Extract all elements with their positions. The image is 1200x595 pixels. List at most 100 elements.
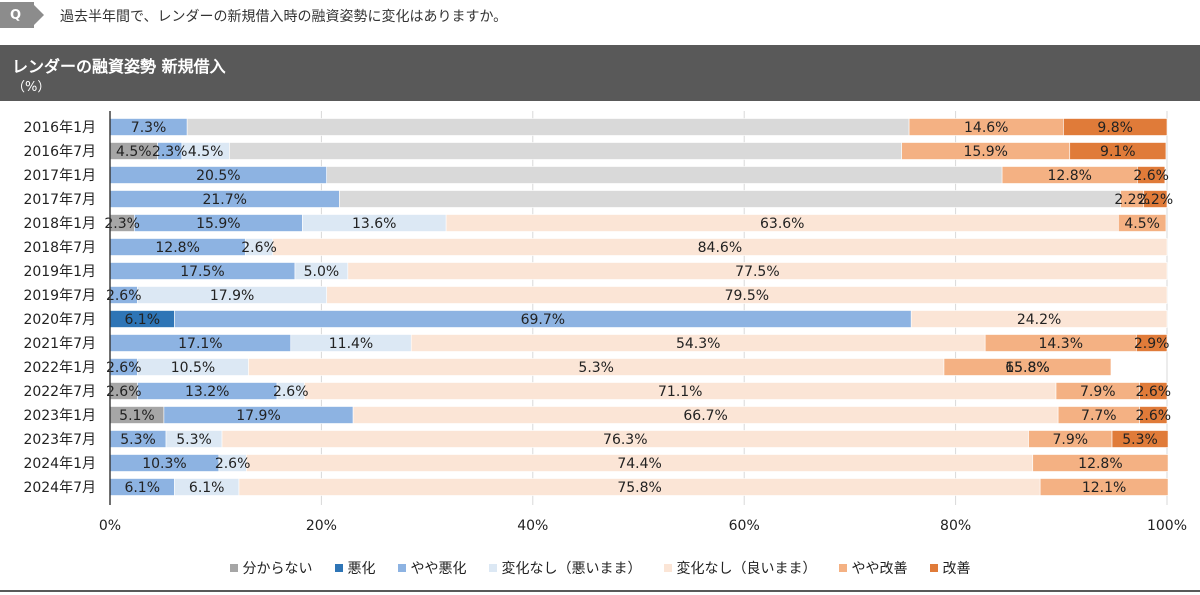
- bar-segment: [943, 358, 1112, 376]
- legend-item: 改善: [929, 558, 971, 578]
- x-tick-label: 100%: [1147, 518, 1187, 534]
- data-label: 7.3%: [131, 120, 167, 136]
- bottom-rule: [0, 590, 1200, 592]
- legend-swatch: [488, 564, 497, 572]
- data-label: 66.7%: [683, 408, 727, 424]
- data-label: 14.3%: [1039, 336, 1083, 352]
- data-label: 77.5%: [735, 264, 779, 280]
- category-label: 2023年7月: [23, 432, 96, 448]
- data-label: 10.3%: [142, 456, 186, 472]
- legend-label: やや改善: [851, 561, 908, 577]
- data-label: 5.3%: [120, 432, 156, 448]
- data-label: 74.4%: [617, 456, 661, 472]
- data-label: 69.7%: [521, 312, 565, 328]
- question-badge-letter: Q: [10, 8, 22, 23]
- category-label: 2016年1月: [23, 120, 96, 136]
- x-tick-label: 0%: [99, 518, 121, 534]
- chart-legend: 分からない 悪化 やや悪化 変化なし（悪いまま） 変化なし（良いまま） やや改善 改善: [0, 558, 1200, 582]
- legend-swatch: [838, 564, 847, 572]
- legend-swatch: [929, 564, 938, 572]
- data-label: 5.3%: [1122, 432, 1158, 448]
- category-label: 2022年1月: [23, 360, 96, 376]
- data-label: 76.3%: [603, 432, 647, 448]
- data-label: 5.3%: [176, 432, 212, 448]
- chart-unit: （%）: [12, 80, 51, 95]
- category-label: 2019年7月: [23, 288, 96, 304]
- question-text: 過去半年間で、レンダーの新規借入時の融資姿勢に変化はありますか。: [60, 9, 508, 25]
- data-label: 7.9%: [1080, 384, 1116, 400]
- category-label: 2023年1月: [23, 408, 96, 424]
- legend-label: 分からない: [242, 561, 313, 577]
- category-label: 2020年7月: [23, 312, 96, 328]
- data-label: 2.6%: [241, 240, 277, 256]
- data-label: 13.6%: [352, 216, 396, 232]
- category-label: 2024年1月: [23, 456, 96, 472]
- data-label: 24.2%: [1017, 312, 1061, 328]
- data-label: 11.4%: [329, 336, 373, 352]
- legend-label: 悪化: [347, 561, 376, 577]
- data-label: 12.8%: [1078, 456, 1122, 472]
- category-label: 2022年7月: [23, 384, 96, 400]
- data-label: 17.9%: [236, 408, 280, 424]
- data-label: 2.3%: [152, 144, 188, 160]
- data-label: 63.6%: [760, 216, 804, 232]
- data-label: 75.8%: [617, 480, 661, 496]
- data-label: 7.9%: [1052, 432, 1088, 448]
- category-label: 2016年7月: [23, 144, 96, 160]
- data-label: 4.5%: [116, 144, 152, 160]
- category-label: 2018年7月: [23, 240, 96, 256]
- data-label: 5.1%: [119, 408, 155, 424]
- data-label: 14.6%: [964, 120, 1008, 136]
- category-label: 2017年1月: [23, 168, 96, 184]
- legend-label: やや悪化: [410, 561, 467, 577]
- legend-item: 分からない: [229, 558, 313, 578]
- data-label: 2.2%: [1114, 192, 1150, 208]
- data-label: 5.0%: [304, 264, 340, 280]
- bar-segment: [272, 238, 1168, 256]
- question-row: Q 過去半年間で、レンダーの新規借入時の融資姿勢に変化はありますか。: [0, 0, 1200, 38]
- legend-item: やや改善: [838, 558, 908, 578]
- data-label: 2.6%: [106, 360, 142, 376]
- data-label: 10.5%: [171, 360, 215, 376]
- data-label: 17.5%: [180, 264, 224, 280]
- data-label: 65.8%: [1005, 360, 1049, 376]
- legend-swatch: [334, 564, 343, 572]
- legend-label: 変化なし（悪いまま）: [501, 561, 642, 577]
- legend-item: やや悪化: [397, 558, 467, 578]
- bar-segment: [326, 166, 1003, 184]
- bar-segment: [1111, 430, 1169, 448]
- data-label: 2.9%: [1134, 336, 1170, 352]
- data-label: 2.6%: [1133, 168, 1169, 184]
- bar-segment: [910, 310, 1168, 328]
- legend-item: 悪化: [334, 558, 376, 578]
- bar-segment: [1139, 382, 1168, 400]
- data-label: 5.3%: [578, 360, 614, 376]
- data-label: 17.9%: [210, 288, 254, 304]
- bar-segment: [1136, 334, 1168, 352]
- category-label: 2021年7月: [23, 336, 96, 352]
- bar-segment: [1137, 166, 1166, 184]
- bar-segment: [1063, 118, 1168, 136]
- data-label: 4.5%: [1124, 216, 1160, 232]
- legend-item: 変化なし（悪いまま）: [488, 558, 642, 578]
- bar-segment: [1118, 214, 1167, 232]
- bar-segment: [347, 262, 1168, 280]
- data-label: 71.1%: [658, 384, 702, 400]
- x-tick-label: 60%: [729, 518, 760, 534]
- bar-segment: [1032, 454, 1169, 472]
- chart-title: レンダーの融資姿勢 新規借入: [12, 57, 226, 76]
- data-label: 21.7%: [202, 192, 246, 208]
- legend-label: 改善: [942, 561, 971, 577]
- data-label: 6.1%: [124, 312, 160, 328]
- data-label: 12.8%: [1048, 168, 1092, 184]
- data-label: 20.5%: [196, 168, 240, 184]
- question-badge: Q: [0, 2, 44, 28]
- data-label: 9.1%: [1100, 144, 1136, 160]
- bar-segment: [229, 142, 902, 160]
- data-label: 17.1%: [178, 336, 222, 352]
- data-label: 13.2%: [185, 384, 229, 400]
- data-label: 2.2%: [1138, 192, 1174, 208]
- data-label: 4.5%: [188, 144, 224, 160]
- data-label: 15.9%: [196, 216, 240, 232]
- legend-swatch: [229, 564, 238, 572]
